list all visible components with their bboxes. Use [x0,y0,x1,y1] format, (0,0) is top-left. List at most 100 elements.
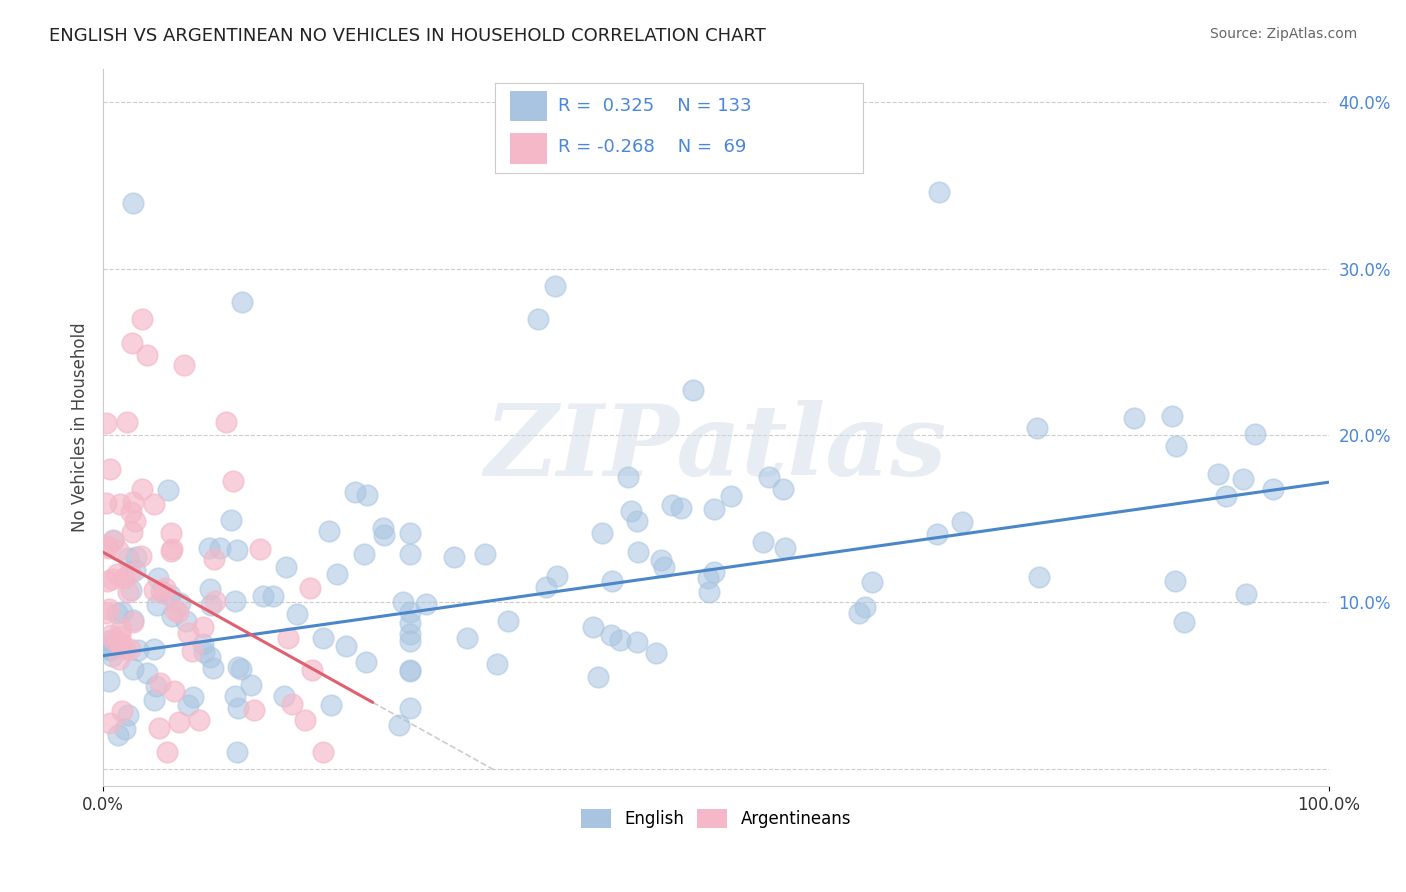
Point [162,684,184,698]
Point [108,635,131,649]
Point [160,608,183,623]
Point [136,666,159,681]
Point [181,644,204,658]
Point [586,670,609,684]
Point [96,574,118,589]
Point [758,469,780,483]
Point [98,632,121,647]
Point [131,312,153,326]
Point [152,586,174,600]
Point [105,566,128,581]
Point [645,646,668,660]
Point [226,746,249,760]
Point [928,185,950,199]
Point [485,657,508,671]
Point [142,497,165,511]
Point [198,649,221,664]
Point [650,552,672,566]
Point [149,676,172,690]
Point [335,639,357,653]
Point [299,581,322,595]
Point [343,484,366,499]
Point [546,569,568,583]
Point [319,698,342,712]
Point [697,585,720,599]
Point [108,497,131,511]
Point [121,615,143,629]
Text: Source: ZipAtlas.com: Source: ZipAtlas.com [1209,27,1357,41]
Point [526,312,548,326]
Point [181,690,204,704]
Point [927,527,949,541]
Point [150,583,173,598]
Point [262,589,284,603]
Point [703,501,725,516]
Point [388,718,411,732]
Point [98,462,121,476]
Point [1206,467,1229,481]
Point [121,524,143,539]
Point [226,701,249,715]
Point [229,662,252,676]
Point [620,504,643,518]
Point [97,601,120,615]
Point [1232,472,1254,486]
Point [127,643,149,657]
Point [456,632,478,646]
Point [193,637,215,651]
Point [103,632,125,647]
Point [165,603,187,617]
Point [200,599,222,613]
Point [1164,439,1187,453]
Point [135,348,157,362]
Point [177,625,200,640]
Point [353,547,375,561]
Point [252,589,274,603]
Point [208,541,231,556]
Legend: English, Argentineans: English, Argentineans [574,802,858,835]
Point [398,605,420,619]
Point [121,495,143,509]
Point [600,574,623,588]
Text: ENGLISH VS ARGENTINEAN NO VEHICLES IN HOUSEHOLD CORRELATION CHART: ENGLISH VS ARGENTINEAN NO VEHICLES IN HO… [49,27,766,45]
Point [1244,427,1267,442]
Point [848,606,870,620]
Point [159,544,181,558]
Point [371,521,394,535]
Point [98,673,121,688]
Point [301,663,323,677]
Point [312,746,335,760]
Point [142,642,165,657]
Point [652,559,675,574]
Point [118,641,141,656]
Point [97,541,120,555]
Point [202,552,225,566]
Point [191,620,214,634]
Point [474,547,496,561]
Point [118,566,141,580]
Point [114,571,136,585]
Point [1123,410,1146,425]
Point [131,549,153,564]
Point [626,515,648,529]
Point [273,690,295,704]
Point [198,582,221,596]
Point [1215,489,1237,503]
Point [131,483,153,497]
Point [276,560,298,574]
Point [285,607,308,621]
Point [122,662,145,676]
Point [661,498,683,512]
Point [354,656,377,670]
Point [193,645,215,659]
Point [318,524,340,539]
Point [772,482,794,496]
Point [120,505,142,519]
Point [697,571,720,585]
Point [121,335,143,350]
Point [94,496,117,510]
Point [226,543,249,558]
Point [115,415,138,429]
Point [1028,570,1050,584]
Point [591,526,613,541]
